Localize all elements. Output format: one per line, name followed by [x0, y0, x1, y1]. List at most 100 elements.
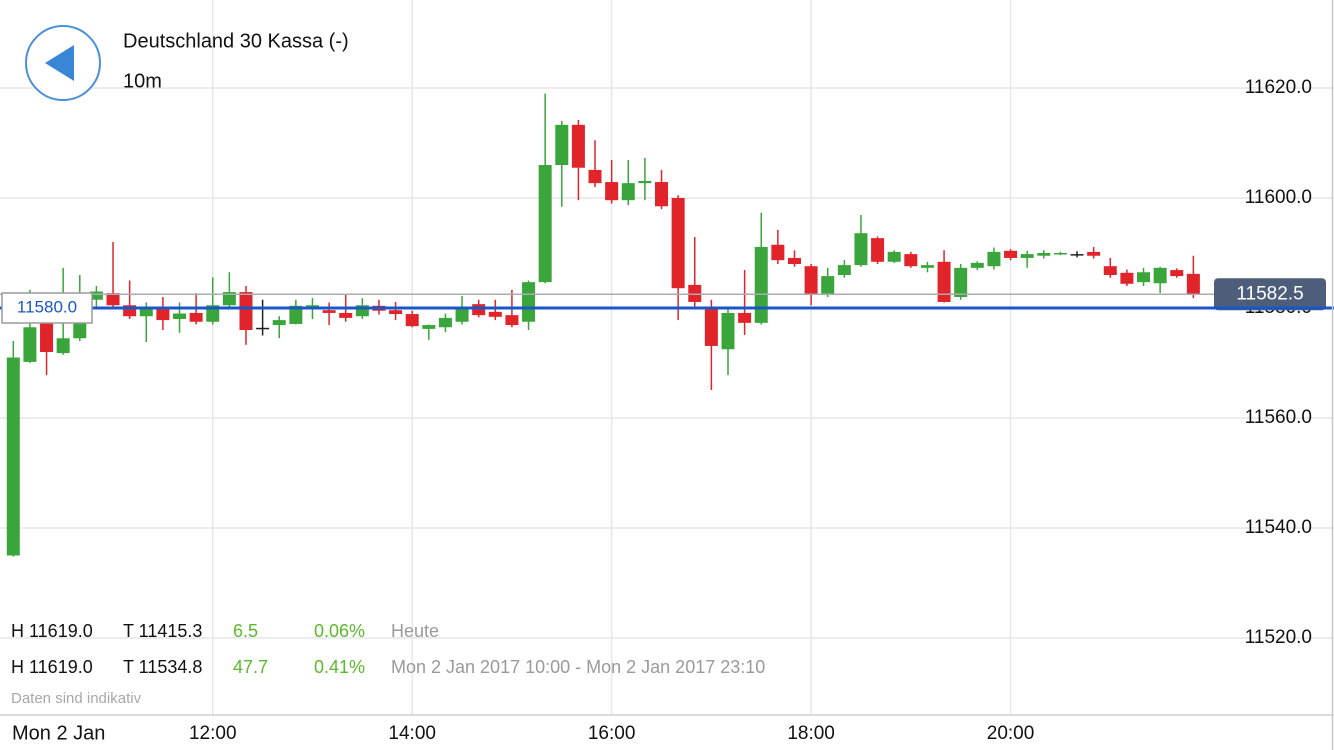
candle-body — [139, 306, 153, 317]
candle-body — [222, 292, 236, 306]
candle-body — [156, 306, 170, 321]
interval: 10m — [123, 70, 162, 92]
stat-value: 0.06% — [314, 621, 365, 641]
candle-body — [472, 304, 486, 316]
candle-body — [804, 266, 818, 295]
candle-body — [389, 310, 403, 315]
candle-body — [455, 306, 469, 322]
candle-body — [405, 314, 419, 327]
stats: H 11619.0 T 11415.3 6.5 0.06% Heute H 11619.0… — [11, 621, 765, 677]
candle-body — [954, 267, 968, 297]
back-arrow[interactable] — [45, 45, 74, 81]
candle-body — [588, 169, 602, 184]
candle-body — [1137, 272, 1151, 283]
y-tick-label: 11560.0 — [1245, 407, 1312, 428]
candle-body — [904, 254, 918, 267]
candle-body — [106, 293, 120, 306]
candle-body — [355, 305, 369, 317]
candle-body — [422, 325, 436, 329]
overlay: 11582.5 11580.0 — [0, 278, 1334, 324]
candle-body — [522, 282, 536, 322]
candle-body — [887, 251, 901, 262]
candle-body — [488, 311, 502, 317]
note: Daten sind indikativ — [11, 690, 142, 707]
candle-body — [438, 317, 452, 328]
candle-body — [1004, 250, 1018, 258]
y-tick-label: 11620.0 — [1245, 77, 1312, 98]
stat-value: Heute — [391, 621, 439, 641]
stat-value: T 11534.8 — [123, 657, 202, 677]
candle-body — [621, 183, 635, 201]
candle-body — [1186, 273, 1200, 295]
candle-body — [721, 312, 735, 350]
candle-body — [821, 276, 835, 295]
candle-body — [1020, 254, 1034, 258]
candle-body — [1087, 251, 1101, 256]
y-tick-label: 11600.0 — [1245, 187, 1312, 208]
candle-body — [937, 261, 951, 302]
candle-body — [272, 320, 286, 326]
level-badge — [1, 292, 93, 324]
candle-body — [970, 262, 984, 268]
candle-body — [40, 317, 54, 352]
candle-body — [1103, 266, 1117, 275]
candle-body — [339, 312, 353, 318]
candle-body — [555, 124, 569, 165]
candle-body — [173, 313, 187, 319]
x-tick-label: 20:00 — [987, 723, 1035, 744]
date-label: Mon 2 Jan — [12, 722, 105, 744]
candle-body — [738, 312, 752, 323]
last-price-badge — [1214, 278, 1326, 311]
candle-body — [123, 305, 137, 317]
back-button[interactable] — [25, 25, 101, 101]
candle-body — [89, 291, 103, 300]
candle-body — [704, 308, 718, 346]
chart-title: Deutschland 30 Kassa (-) — [123, 30, 349, 52]
candle-body — [837, 265, 851, 275]
candles — [6, 93, 1200, 557]
candle-body — [787, 257, 801, 264]
candle-body — [1037, 253, 1051, 256]
stat-value: H 11619.0 — [11, 657, 93, 677]
candle-body — [322, 310, 336, 313]
candle-body — [920, 265, 934, 268]
candle-body — [638, 180, 652, 184]
candle-body — [538, 165, 552, 283]
candle-body — [688, 284, 702, 302]
candle-body — [1153, 267, 1167, 284]
candle-body — [23, 327, 37, 362]
candle-body — [505, 315, 519, 326]
candle-body — [1170, 270, 1184, 277]
candle-body — [239, 292, 253, 330]
stat-value: Mon 2 Jan 2017 10:00 - Mon 2 Jan 2017 23… — [391, 657, 765, 677]
candle-body — [655, 182, 669, 207]
candle-body — [189, 312, 203, 322]
y-tick-label: 11540.0 — [1245, 517, 1312, 538]
x-tick-label: 14:00 — [388, 723, 436, 744]
candle-body — [571, 124, 585, 168]
y-tick-label: 11520.0 — [1245, 627, 1312, 648]
x-tick-label: 12:00 — [189, 723, 237, 744]
candle-body — [1070, 254, 1084, 256]
stat-value: T 11415.3 — [123, 621, 202, 641]
stat-value: 47.7 — [233, 657, 268, 677]
candle-body — [289, 305, 303, 324]
candle-body — [754, 246, 768, 323]
x-tick-label: 16:00 — [588, 723, 636, 744]
stat-value: H 11619.0 — [11, 621, 93, 641]
level-label: 11580.0 — [17, 297, 77, 316]
x-tick-label: 18:00 — [787, 723, 835, 744]
candle-body — [56, 338, 70, 354]
last-price-label: 11582.5 — [1236, 283, 1303, 304]
stat-value: 6.5 — [233, 621, 258, 641]
candle-body — [6, 357, 20, 556]
candle-body — [854, 233, 868, 266]
stat-value: 0.41% — [314, 657, 365, 677]
candle-body — [871, 238, 885, 262]
candle-body — [1053, 253, 1067, 255]
candle-body — [771, 244, 785, 261]
candle-body — [605, 182, 619, 201]
candle-body — [671, 198, 685, 289]
